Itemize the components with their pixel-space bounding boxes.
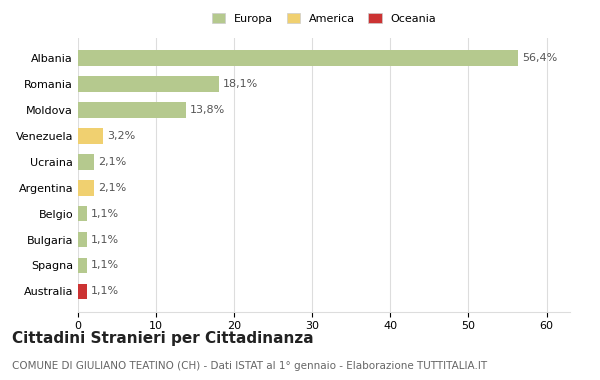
- Bar: [78, 180, 94, 196]
- Bar: [78, 51, 518, 66]
- Text: Cittadini Stranieri per Cittadinanza: Cittadini Stranieri per Cittadinanza: [12, 331, 314, 345]
- Bar: [78, 128, 103, 144]
- Text: 2,1%: 2,1%: [98, 157, 127, 167]
- Bar: [78, 102, 186, 118]
- Bar: [78, 154, 94, 169]
- Text: 2,1%: 2,1%: [98, 183, 127, 193]
- Text: 1,1%: 1,1%: [91, 260, 119, 271]
- Bar: [78, 232, 86, 247]
- Bar: [78, 283, 86, 299]
- Text: 1,1%: 1,1%: [91, 209, 119, 218]
- Bar: [78, 258, 86, 273]
- Text: 3,2%: 3,2%: [107, 131, 135, 141]
- Text: COMUNE DI GIULIANO TEATINO (CH) - Dati ISTAT al 1° gennaio - Elaborazione TUTTIT: COMUNE DI GIULIANO TEATINO (CH) - Dati I…: [12, 361, 487, 371]
- Text: 1,1%: 1,1%: [91, 287, 119, 296]
- Legend: Europa, America, Oceania: Europa, America, Oceania: [209, 10, 439, 27]
- Bar: [78, 206, 86, 222]
- Text: 56,4%: 56,4%: [523, 53, 557, 63]
- Bar: [78, 76, 220, 92]
- Text: 18,1%: 18,1%: [223, 79, 259, 89]
- Text: 1,1%: 1,1%: [91, 234, 119, 245]
- Text: 13,8%: 13,8%: [190, 105, 225, 115]
